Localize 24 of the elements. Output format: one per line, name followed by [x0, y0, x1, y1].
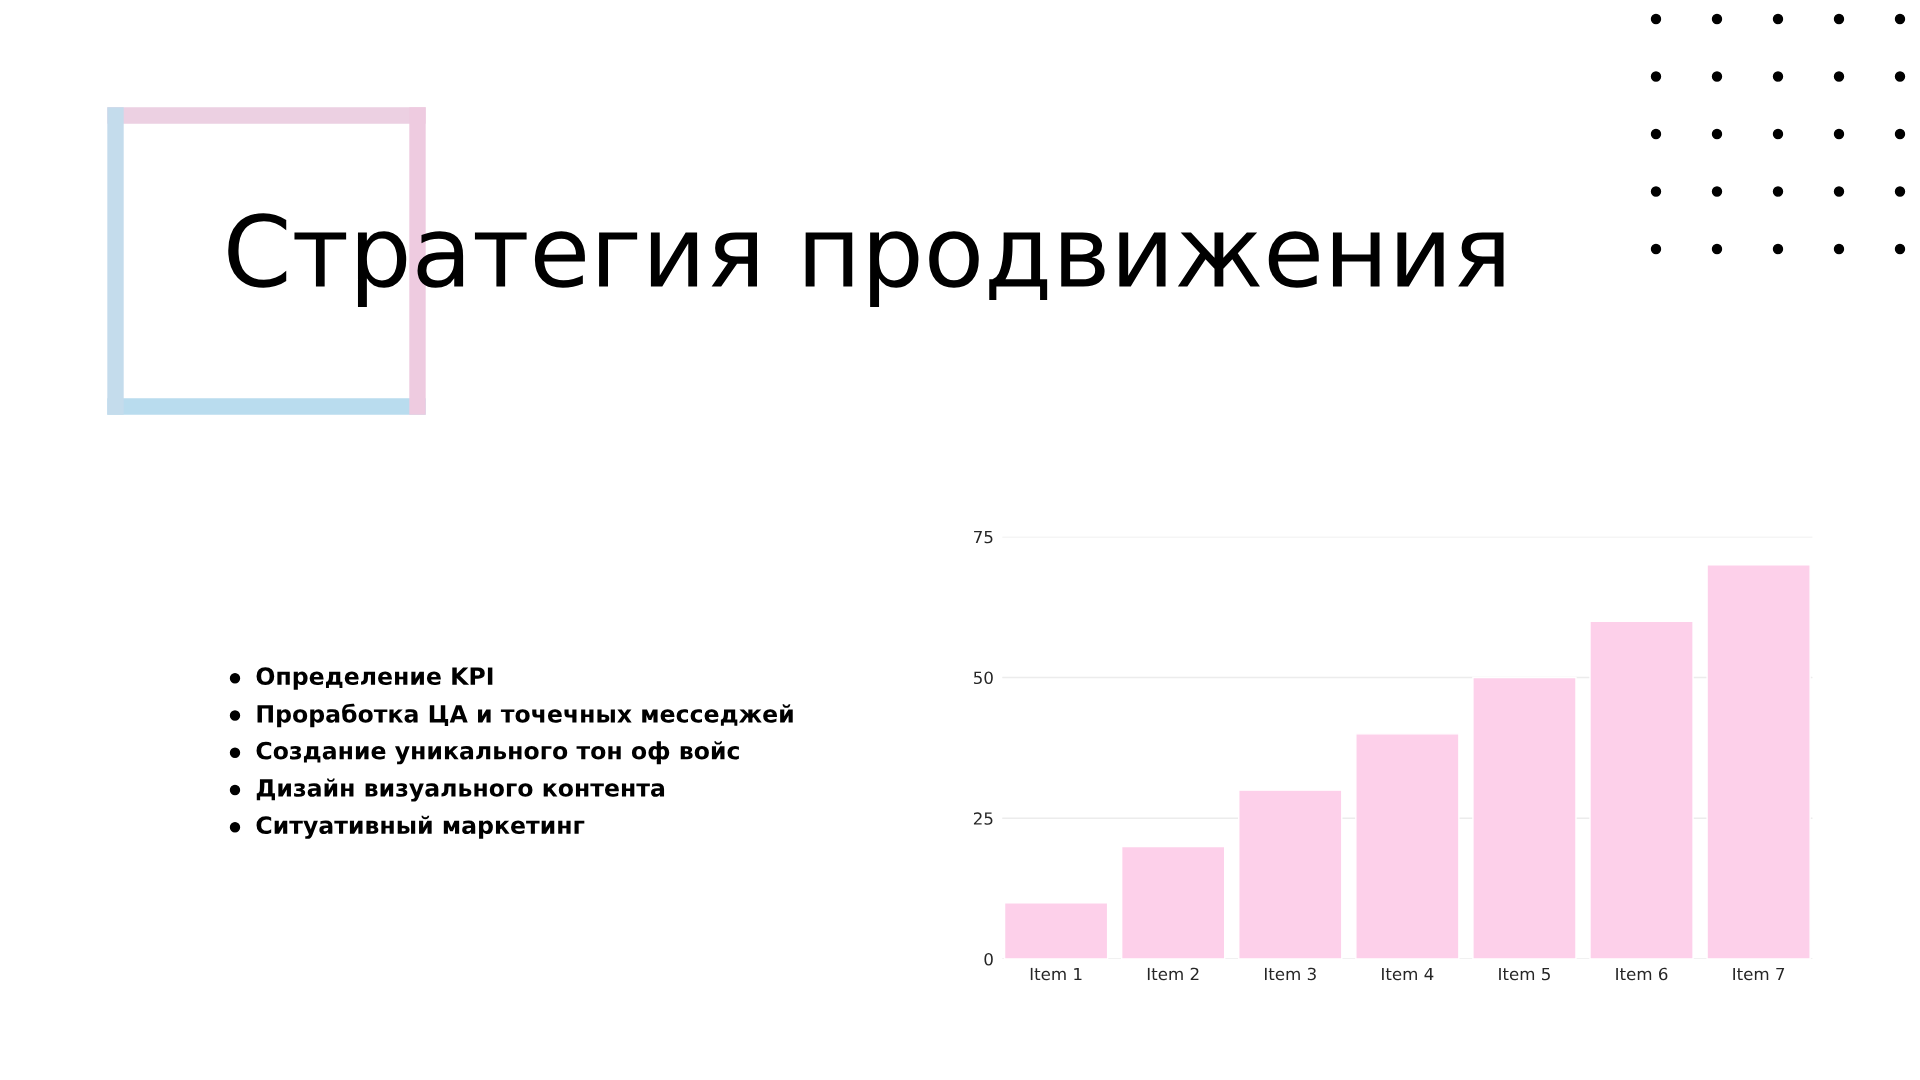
bar: [1706, 564, 1811, 960]
text: Ситуативный маркетинг: [256, 815, 585, 839]
text: Дизайн визуального контента: [256, 778, 665, 802]
x-tick-label: Item 6: [1616, 967, 1668, 981]
x-tick-label: Item 1: [1030, 967, 1082, 981]
text: Проработка ЦА и точечных месседжей: [257, 703, 793, 728]
text: Создание уникального тон оф войс: [256, 741, 739, 765]
x-tick-label: Item 2: [1147, 967, 1199, 981]
bar: [1238, 789, 1343, 960]
chart-title: Стратегия продвижения: [228, 213, 1504, 307]
y-tick-label: 0: [984, 953, 993, 966]
x-tick-label: Item 7: [1733, 967, 1785, 981]
y-tick-label: 50: [973, 671, 993, 685]
x-tick-label: Item 4: [1382, 967, 1434, 981]
bar: [1120, 845, 1226, 960]
text: Определение KPI: [256, 667, 493, 690]
y-tick-label: 75: [974, 530, 993, 544]
x-tick-label: Item 3: [1264, 967, 1316, 981]
bar: [1589, 620, 1694, 960]
bar: [1003, 902, 1109, 960]
x-tick-label: Item 5: [1499, 967, 1550, 981]
bar: [1355, 733, 1460, 960]
y-tick-label: 25: [973, 812, 993, 825]
bar: [1472, 676, 1577, 960]
